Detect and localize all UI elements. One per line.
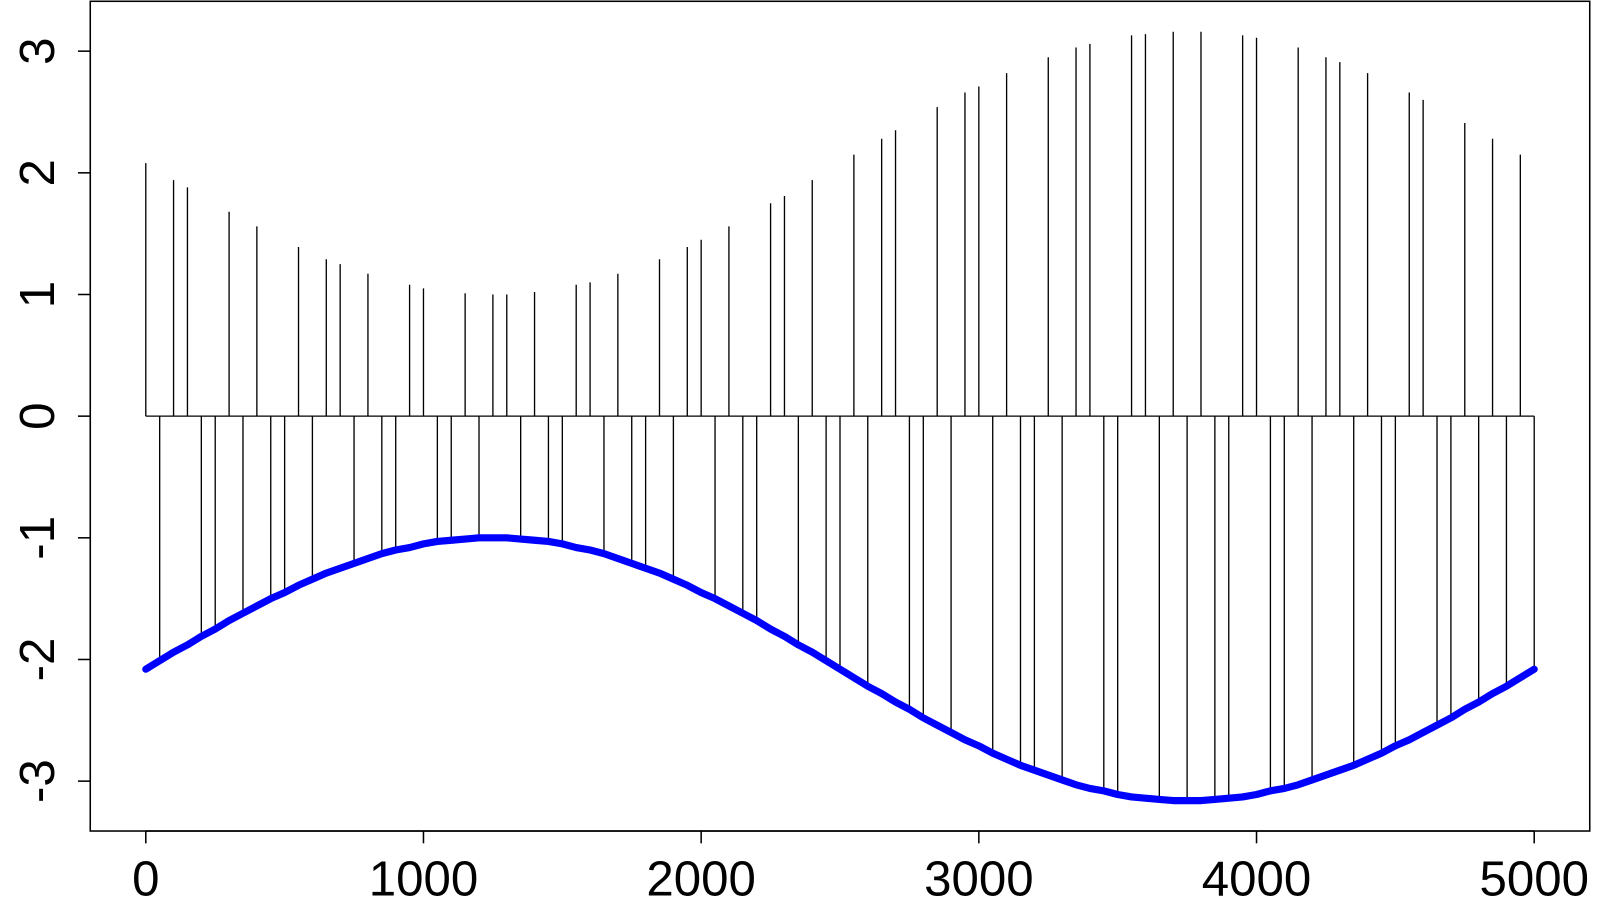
y-tick-label: 2 bbox=[10, 159, 65, 186]
envelope-line bbox=[142, 534, 1538, 805]
x-tick-label: 2000 bbox=[646, 851, 756, 900]
y-tick-label: -1 bbox=[10, 516, 65, 560]
x-tick-label: 1000 bbox=[369, 851, 479, 900]
x-tick-label: 5000 bbox=[1479, 851, 1588, 900]
x-tick-label: 0 bbox=[132, 851, 159, 900]
x-tick-label: 4000 bbox=[1202, 851, 1312, 900]
y-tick-label: 0 bbox=[10, 402, 65, 429]
y-tick-label: 1 bbox=[10, 281, 65, 308]
y-tick-label: -3 bbox=[10, 759, 65, 803]
y-tick-label: 3 bbox=[10, 37, 65, 64]
x-tick-label: 3000 bbox=[924, 851, 1034, 900]
y-tick-label: -2 bbox=[10, 638, 65, 682]
